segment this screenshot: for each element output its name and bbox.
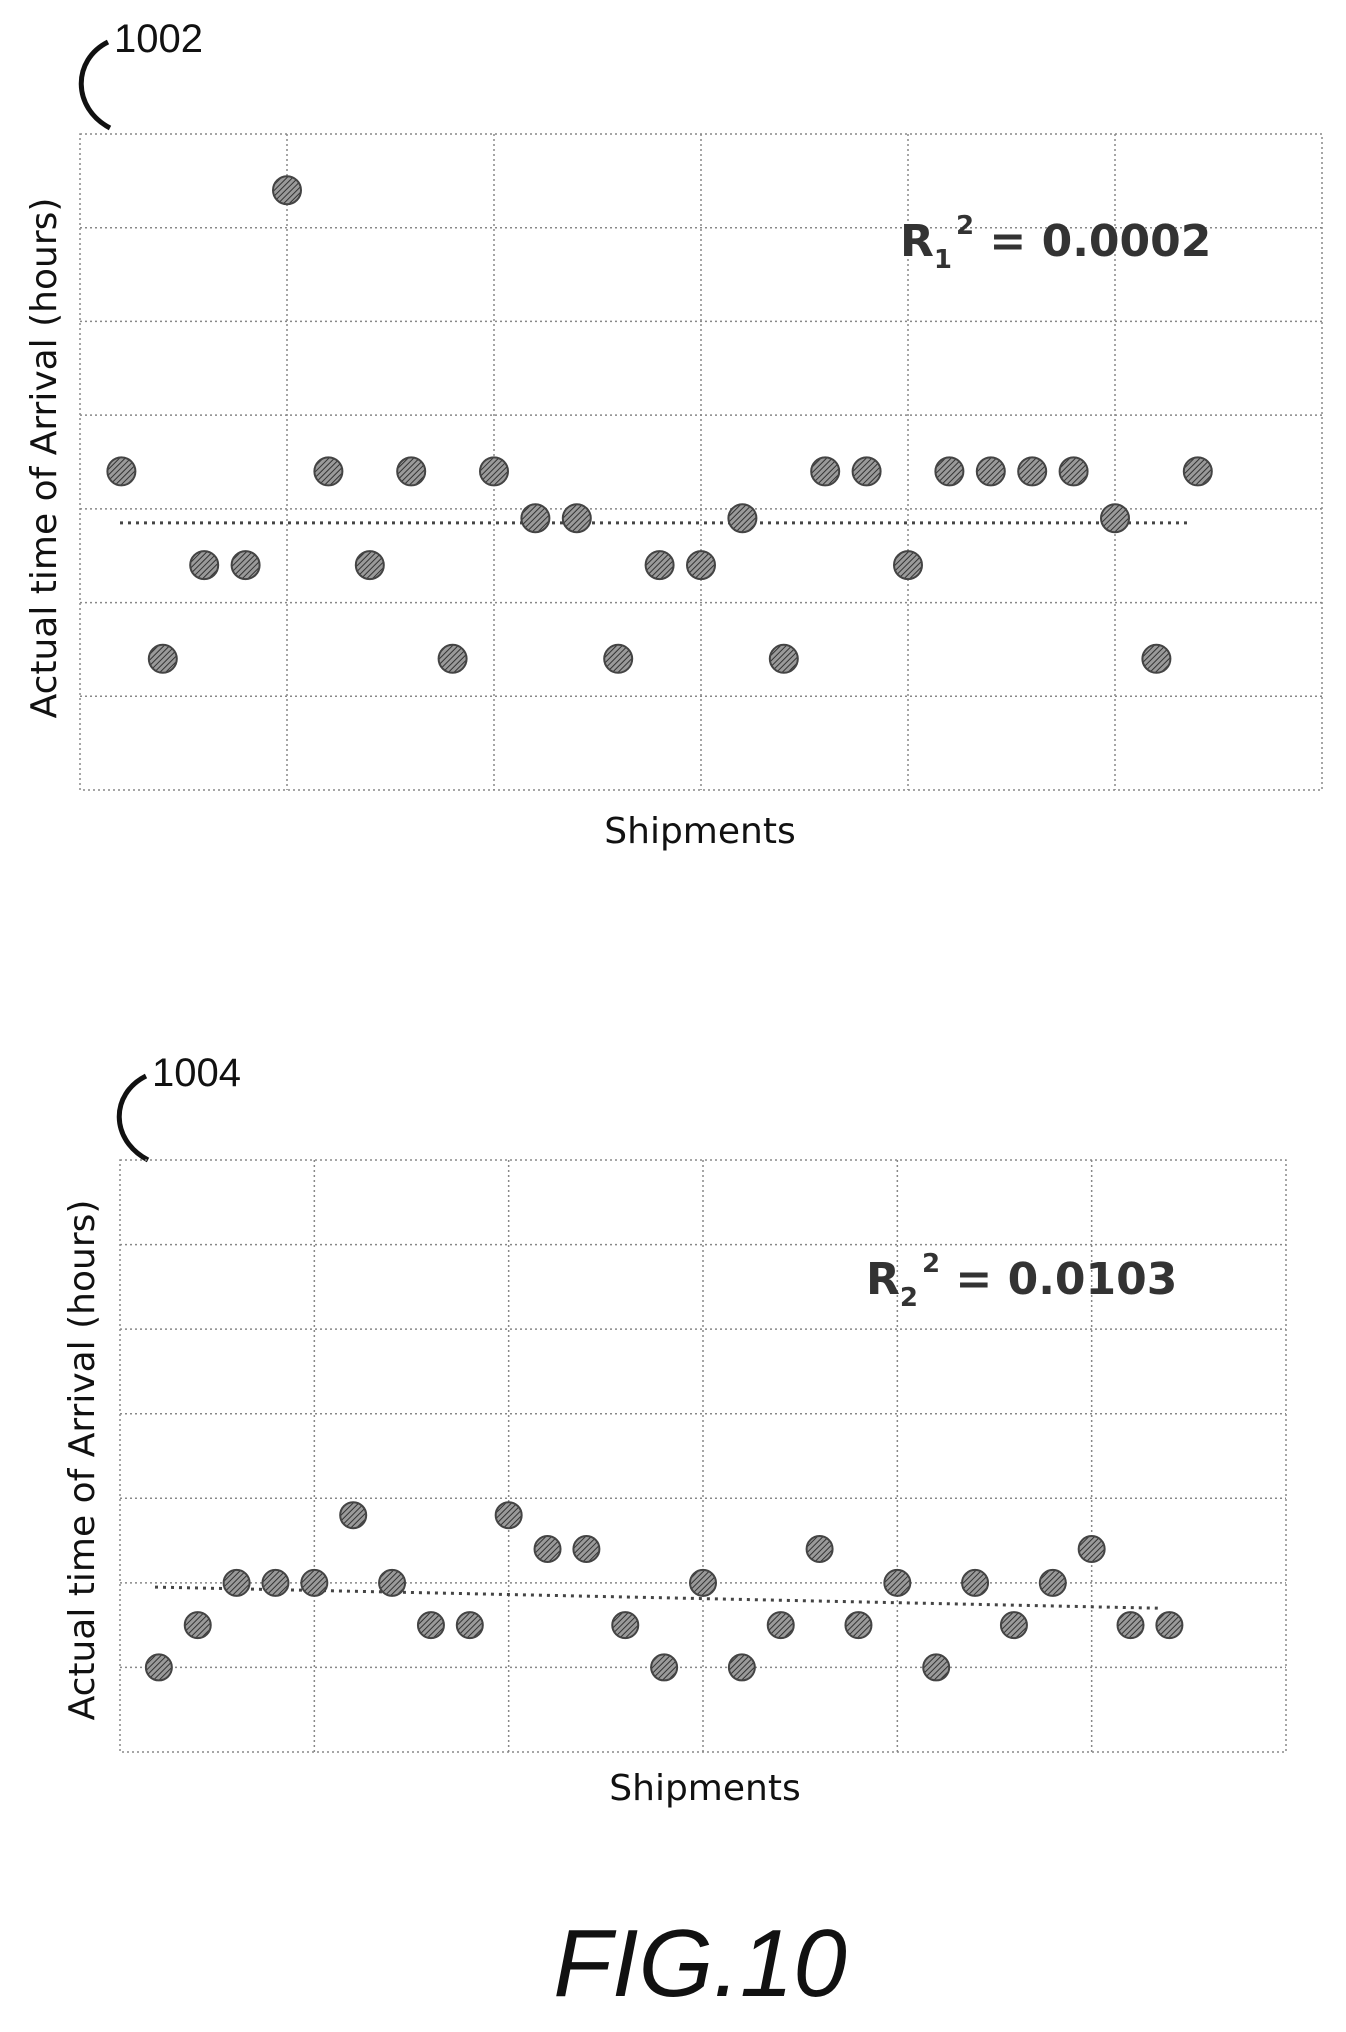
data-point [805, 1535, 834, 1564]
data-point [479, 456, 509, 487]
data-point [272, 175, 302, 206]
data-point [686, 550, 716, 581]
r-squared-annotation-1002: R12 = 0.0002 [900, 211, 1211, 275]
data-point [999, 1611, 1028, 1640]
data-point [261, 1568, 290, 1597]
data-point [893, 550, 923, 581]
data-point [611, 1611, 640, 1640]
data-point [844, 1611, 873, 1640]
r-squared-sup-1004: 2 [922, 1249, 940, 1279]
data-point [1116, 1611, 1145, 1640]
r-squared-sub-1004: 2 [900, 1283, 918, 1313]
plot-area-1004 [119, 1159, 1287, 1753]
figure-label: FIG.10 [553, 1910, 846, 2017]
r-squared-value-1004: = 0.0103 [940, 1254, 1177, 1305]
data-point [572, 1535, 601, 1564]
r-squared-base-1002: R [900, 216, 934, 267]
data-point [1182, 456, 1213, 487]
data-point [300, 1568, 329, 1597]
chart-1002: 1002 Shipments Actual time of Arrival (h… [24, 17, 1323, 852]
data-point [1017, 456, 1048, 487]
data-point [1058, 456, 1089, 487]
data-point [883, 1568, 912, 1597]
data-point [922, 1653, 951, 1682]
ref-leader-1004 [116, 1073, 150, 1163]
data-point [144, 1653, 173, 1682]
data-point [1155, 1611, 1184, 1640]
data-point [533, 1535, 562, 1564]
data-point [727, 1653, 756, 1682]
x-axis-label-1004: Shipments [609, 1768, 800, 1809]
chart-1004: 1004 Shipments Actual time of Arrival (h… [62, 1051, 1287, 1809]
plot-area-1002 [79, 133, 1323, 791]
r-squared-annotation-1004: R22 = 0.0103 [866, 1249, 1177, 1313]
plot-border [79, 133, 1323, 791]
data-point [313, 456, 344, 487]
r-squared-sub-1002: 1 [934, 245, 952, 275]
data-point [727, 503, 758, 534]
data-point [1141, 643, 1172, 674]
data-point [810, 456, 841, 487]
data-point [437, 643, 468, 674]
r-squared-value-1002: = 0.0002 [974, 216, 1211, 267]
r-squared-sup-1002: 2 [956, 211, 974, 241]
data-point [520, 503, 551, 534]
x-axis-label-1002: Shipments [604, 811, 795, 852]
y-axis-label-1002: Actual time of Arrival (hours) [24, 198, 65, 719]
data-point [455, 1611, 484, 1640]
data-point [230, 550, 261, 581]
data-point [768, 643, 799, 674]
plot-border [119, 1159, 1287, 1753]
data-point [222, 1568, 251, 1597]
data-point [416, 1611, 445, 1640]
data-point [147, 643, 178, 674]
data-point [650, 1653, 679, 1682]
data-point [1038, 1568, 1067, 1597]
data-point [494, 1501, 523, 1530]
ref-label-1002: 1002 [114, 17, 203, 61]
data-point [396, 456, 427, 487]
data-point [644, 550, 675, 581]
data-point [934, 456, 965, 487]
data-point [561, 503, 592, 534]
data-point [961, 1568, 990, 1597]
data-point [106, 456, 137, 487]
data-point [189, 550, 220, 581]
data-point [603, 643, 634, 674]
r-squared-base-1004: R [866, 1254, 900, 1305]
data-point [378, 1568, 407, 1597]
data-point [766, 1611, 795, 1640]
y-axis-label-1004: Actual time of Arrival (hours) [62, 1200, 103, 1721]
data-point [975, 456, 1006, 487]
data-point [354, 550, 385, 581]
data-point [339, 1501, 368, 1530]
data-point [1077, 1535, 1106, 1564]
data-point [689, 1568, 717, 1597]
ref-label-1004: 1004 [152, 1051, 241, 1095]
data-point [183, 1611, 212, 1640]
ref-leader-1002 [78, 39, 112, 131]
data-point [1100, 503, 1130, 534]
data-point [851, 456, 882, 487]
